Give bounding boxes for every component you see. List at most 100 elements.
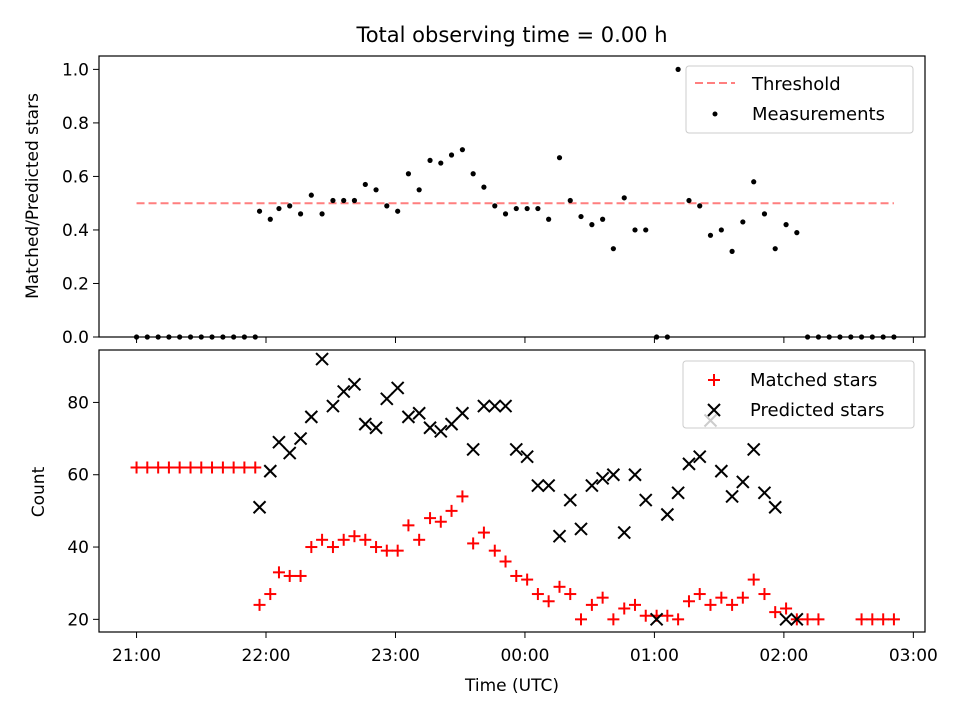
predicted-stars-point	[272, 435, 286, 449]
predicted-stars-point	[660, 507, 675, 522]
y-tick-label: 0.8	[62, 114, 89, 134]
measurements-point	[524, 205, 530, 212]
measurements-point	[718, 227, 724, 233]
measurements-point	[241, 334, 247, 340]
predicted-stars-point	[390, 381, 405, 395]
matched-stars-point	[628, 598, 641, 611]
y-tick-label: 20	[67, 610, 89, 630]
predicted-stars-point	[412, 406, 426, 420]
matched-stars-point	[348, 530, 361, 543]
matched-stars-point	[391, 544, 404, 557]
matched-stars-point	[726, 598, 739, 611]
predicted-stars-point	[477, 399, 491, 413]
matched-stars-point	[141, 461, 154, 474]
matched-stars-point	[316, 533, 329, 546]
measurements-point	[707, 232, 714, 238]
matched-stars-point	[877, 613, 890, 626]
matched-stars-point	[456, 490, 469, 503]
predicted-stars-point	[293, 431, 308, 446]
predicted-stars-point	[315, 352, 329, 366]
predicted-stars-point	[757, 486, 772, 500]
matched-stars-point	[715, 591, 728, 604]
predicted-stars-point	[585, 478, 599, 493]
predicted-stars-point	[574, 522, 588, 536]
measurements-point	[589, 222, 595, 228]
predicted-stars-point	[693, 449, 707, 464]
bottom-x-axis: 21:00 22:00 23:00 00:00 01:00 02:00 03:00	[112, 632, 938, 666]
bottom-y-axis-label: Count	[29, 466, 49, 517]
measurements-point	[502, 211, 509, 217]
measurements-point	[869, 334, 875, 340]
y-tick-label: 0.6	[62, 167, 89, 187]
measurements-point	[256, 208, 263, 214]
matched-stars-point	[195, 461, 208, 474]
measurements-point	[198, 334, 204, 340]
measurements-point	[772, 246, 778, 252]
measurements-point	[438, 160, 444, 166]
matched-stars-point	[424, 512, 437, 525]
predicted-stars-point	[252, 500, 267, 514]
matched-stars-point	[173, 461, 186, 474]
chart-title: Total observing time = 0.00 h	[355, 23, 667, 47]
top-plot-frame	[98, 55, 926, 338]
predicted-stars-point	[304, 410, 319, 424]
matched-stars-point	[661, 609, 674, 622]
y-tick-label: 1.0	[62, 60, 89, 80]
matched-stars-point	[467, 537, 480, 550]
legend-matched-label: Matched stars	[750, 370, 877, 391]
bottom-panel: 20 40 60 80 21:00 22:00 23:00 00:00 01:00 02:00 0…	[29, 349, 938, 666]
legend-threshold-label: Threshold	[751, 74, 841, 95]
measurements-point	[427, 157, 433, 163]
matched-stars-point	[693, 588, 706, 601]
y-tick-label: 40	[67, 538, 89, 558]
predicted-stars-point	[682, 457, 696, 471]
predicted-stars-point	[541, 478, 556, 493]
predicted-stars-point	[520, 449, 534, 464]
matched-stars-point	[596, 591, 609, 604]
matched-stars-point	[531, 588, 544, 601]
measurements-point	[287, 203, 293, 209]
matched-stars-point	[227, 461, 240, 474]
matched-stars-point	[704, 598, 717, 611]
matched-stars-point	[855, 613, 868, 626]
measurements-point	[220, 334, 226, 340]
matched-stars-point	[812, 613, 825, 626]
legend-measurements-label: Measurements	[752, 104, 885, 125]
measurements-point	[351, 197, 358, 204]
matched-stars-point	[488, 544, 501, 557]
measurements-point	[341, 197, 347, 204]
measurements-point	[459, 147, 466, 153]
measurements-point	[826, 334, 832, 340]
predicted-stars-point	[401, 410, 416, 424]
predicted-stars-point	[336, 384, 351, 399]
matched-stars-point	[639, 609, 652, 622]
predicted-stars-point	[488, 399, 502, 413]
matched-stars-point	[477, 526, 490, 539]
matched-stars-point	[866, 613, 879, 626]
matched-stars-point	[326, 541, 339, 554]
measurements-point	[416, 187, 422, 193]
predicted-stars-point	[779, 612, 793, 627]
legend-matched-swatch	[708, 374, 720, 386]
y-tick-label: 0.0	[62, 328, 89, 348]
measurements-point	[675, 66, 681, 72]
matched-stars-point	[769, 606, 782, 619]
matched-stars-point	[264, 588, 277, 601]
x-tick-label: 01:00	[630, 646, 679, 666]
x-tick-label: 23:00	[371, 646, 420, 666]
matched-stars-point	[618, 602, 631, 615]
matched-stars-point	[445, 504, 458, 517]
measurements-point	[448, 152, 455, 158]
measurements-point	[155, 334, 161, 340]
matched-stars-point	[510, 569, 523, 582]
matched-stars-point	[370, 541, 383, 554]
measurements-point	[621, 195, 627, 201]
measurements-point	[858, 334, 865, 340]
measurements-point	[297, 211, 304, 217]
legend-predicted-label: Predicted stars	[750, 400, 884, 421]
bottom-legend: Matched stars Predicted stars	[682, 360, 915, 429]
matched-stars-point	[758, 588, 771, 601]
x-axis-label: Time (UTC)	[464, 676, 559, 696]
matched-stars-point	[887, 613, 900, 626]
